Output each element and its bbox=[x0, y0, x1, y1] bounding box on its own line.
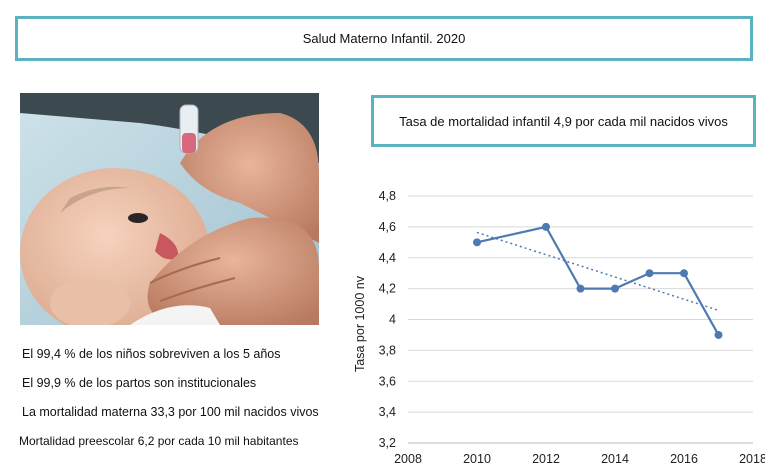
y-tick-label: 3,8 bbox=[379, 343, 396, 357]
chart-grid bbox=[408, 195, 753, 413]
data-point bbox=[714, 330, 723, 339]
series-line bbox=[476, 225, 720, 336]
data-point bbox=[611, 284, 619, 293]
y-tick-label: 3,6 bbox=[379, 374, 396, 388]
y-tick-label: 4,6 bbox=[379, 220, 396, 234]
fact-maternal-mortality: La mortalidad materna 33,3 por 100 mil n… bbox=[22, 405, 319, 419]
infant-mortality-chart: 3,23,43,63,844,24,44,64,8 2008 2010 2012 20… bbox=[353, 189, 765, 465]
y-tick-label: 4,8 bbox=[379, 189, 396, 203]
x-tick-labels: 2008 2010 2012 2014 2016 2018 bbox=[394, 452, 765, 465]
y-tick-labels: 3,2 3,4 3,6 3,8 4 4,2 4,4 4,6 4,8 bbox=[379, 189, 396, 450]
page-title: Salud Materno Infantil. 2020 bbox=[302, 31, 466, 46]
infant-mortality-text: Tasa de mortalidad infantil 4,9 por cada… bbox=[399, 113, 728, 129]
data-point bbox=[542, 222, 550, 231]
fact-institutional-births: El 99,9 % de los partos son instituciona… bbox=[22, 376, 257, 390]
data-points bbox=[473, 222, 723, 339]
data-point bbox=[645, 269, 654, 278]
y-tick-label: 3,2 bbox=[379, 436, 396, 450]
y-axis-label: Tasa por 1000 nv bbox=[353, 275, 367, 372]
y-tick-label: 4,2 bbox=[379, 282, 396, 296]
x-tick-label: 2012 bbox=[532, 452, 560, 465]
trend-line bbox=[476, 231, 719, 312]
data-point bbox=[680, 269, 688, 278]
data-point bbox=[576, 284, 585, 293]
baby-vaccine-photo bbox=[20, 93, 319, 325]
fact-preschool-mortality: Mortalidad preescolar 6,2 por cada 10 mi… bbox=[19, 434, 299, 448]
x-tick-label: 2008 bbox=[394, 452, 422, 465]
data-point bbox=[473, 238, 481, 247]
y-tick-label: 4 bbox=[389, 313, 396, 327]
title-box: Salud Materno Infantil. 2020 bbox=[15, 16, 753, 61]
x-tick-label: 2014 bbox=[601, 452, 629, 465]
y-tick-label: 4,4 bbox=[379, 251, 396, 265]
x-tick-label: 2016 bbox=[670, 452, 698, 465]
fact-child-survival: El 99,4 % de los niños sobreviven a los … bbox=[22, 347, 281, 361]
y-tick-label: 3,4 bbox=[379, 405, 396, 419]
x-tick-label: 2018 bbox=[739, 452, 765, 465]
x-tick-label: 2010 bbox=[463, 452, 491, 465]
infant-mortality-box: Tasa de mortalidad infantil 4,9 por cada… bbox=[371, 95, 756, 147]
